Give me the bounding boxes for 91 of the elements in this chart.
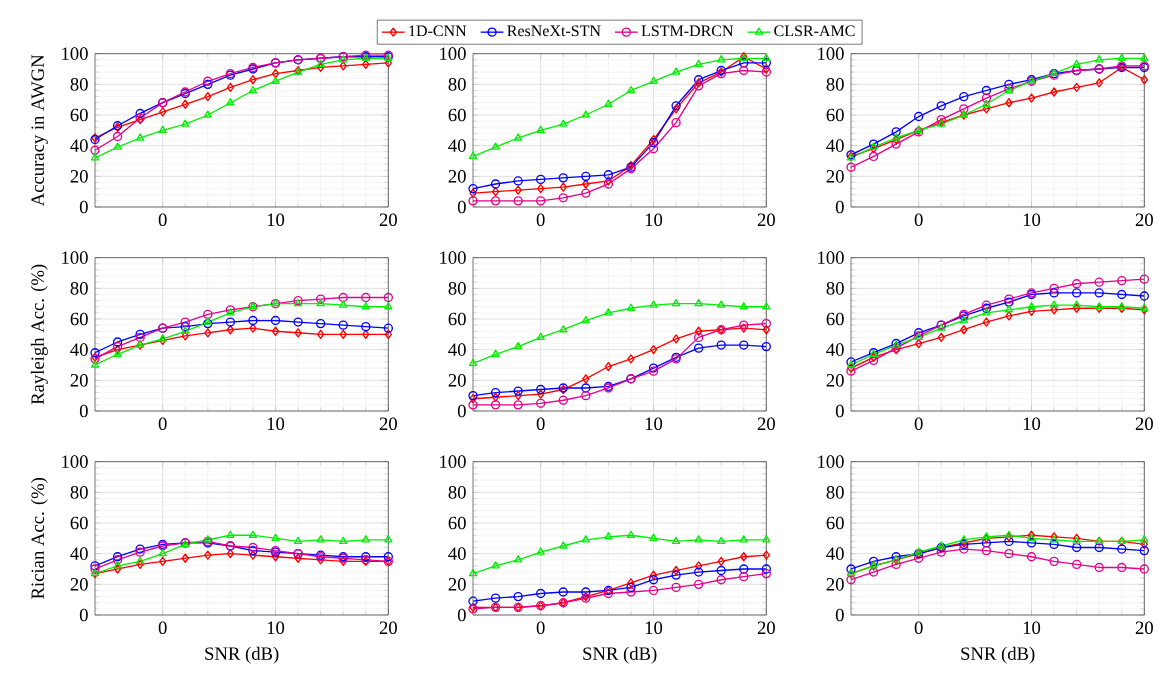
y-tick-label: 60 — [826, 312, 844, 326]
y-tick-label: 20 — [70, 374, 88, 387]
x-tick-label: 10 — [645, 213, 663, 227]
y-tick-label: 0 — [457, 608, 466, 622]
x-tick-label: 0 — [536, 213, 545, 227]
y-tick-label: 20 — [70, 170, 88, 183]
x-tick-label: 0 — [914, 621, 923, 635]
x-axis-title: SNR (dB) — [961, 646, 1035, 664]
y-tick-label: 0 — [79, 404, 88, 418]
y-tick-label: 80 — [448, 78, 466, 91]
y-tick-label: 80 — [70, 486, 88, 499]
x-tick-label: 10 — [267, 417, 285, 431]
y-tick-label: 0 — [79, 200, 88, 214]
y-tick-label: 60 — [448, 312, 466, 326]
x-tick-label: 10 — [1023, 417, 1041, 431]
y-tick-label: 80 — [826, 78, 844, 91]
y-tick-label: 20 — [448, 578, 466, 591]
x-tick-label: 20 — [1135, 417, 1153, 431]
legend-label: 1D-CNN — [409, 25, 467, 37]
y-tick-label: 60 — [826, 516, 844, 530]
y-tick-label: 20 — [826, 578, 844, 591]
y-tick-label: 100 — [818, 251, 844, 264]
y-tick-label: 0 — [457, 404, 466, 418]
y-tick-label: 40 — [826, 547, 844, 560]
x-tick-label: 0 — [536, 621, 545, 635]
x-tick-label: 20 — [757, 417, 775, 431]
y-tick-label: 80 — [70, 78, 88, 91]
x-tick-label: 20 — [1135, 621, 1153, 635]
x-tick-label: 10 — [267, 213, 285, 227]
y-tick-label: 40 — [826, 343, 844, 356]
y-tick-label: 100 — [818, 47, 844, 60]
y-tick-label: 40 — [448, 343, 466, 356]
y-tick-label: 40 — [70, 547, 88, 560]
y-tick-label: 100 — [62, 47, 88, 60]
y-tick-label: 100 — [440, 47, 466, 60]
y-tick-label: 60 — [448, 108, 466, 122]
y-tick-label: 0 — [835, 608, 844, 622]
x-tick-label: 0 — [536, 417, 545, 431]
y-tick-label: 80 — [448, 282, 466, 295]
y-tick-label: 60 — [70, 108, 88, 122]
y-tick-label: 20 — [826, 374, 844, 387]
x-tick-label: 20 — [379, 417, 397, 431]
x-tick-label: 10 — [645, 417, 663, 431]
y-tick-label: 60 — [70, 312, 88, 326]
y-tick-label: 40 — [70, 343, 88, 356]
y-tick-label: 40 — [826, 139, 844, 152]
x-tick-label: 0 — [158, 213, 167, 227]
legend-label: ResNeXt-STN — [507, 25, 601, 37]
y-tick-label: 0 — [835, 404, 844, 418]
legend-label: CLSR-AMC — [774, 25, 855, 37]
x-tick-label: 20 — [757, 213, 775, 227]
x-tick-label: 20 — [379, 213, 397, 227]
x-tick-label: 20 — [757, 621, 775, 635]
x-axis-title: SNR (dB) — [583, 646, 657, 664]
x-tick-label: 10 — [1023, 621, 1041, 635]
y-tick-label: 20 — [448, 374, 466, 387]
x-axis-title: SNR (dB) — [205, 646, 279, 664]
y-tick-label: 100 — [818, 455, 844, 468]
y-tick-label: 80 — [826, 486, 844, 499]
x-tick-label: 0 — [914, 417, 923, 431]
y-axis-title: Rician Acc. (%) — [30, 477, 48, 599]
y-tick-label: 100 — [62, 455, 88, 468]
y-tick-label: 100 — [62, 251, 88, 264]
x-tick-label: 0 — [914, 213, 923, 227]
x-tick-label: 10 — [267, 621, 285, 635]
y-tick-label: 0 — [79, 608, 88, 622]
y-tick-label: 20 — [448, 170, 466, 183]
y-tick-label: 60 — [826, 108, 844, 122]
x-tick-label: 10 — [645, 621, 663, 635]
y-axis-title: Rayleigh Acc. (%) — [30, 264, 48, 405]
y-tick-label: 80 — [448, 486, 466, 499]
y-tick-label: 40 — [70, 139, 88, 152]
y-tick-label: 60 — [448, 516, 466, 530]
x-tick-label: 10 — [1023, 213, 1041, 227]
y-tick-label: 20 — [826, 170, 844, 183]
y-tick-label: 20 — [70, 578, 88, 591]
x-tick-label: 0 — [158, 621, 167, 635]
y-tick-label: 40 — [448, 547, 466, 560]
y-tick-label: 80 — [70, 282, 88, 295]
y-tick-label: 0 — [457, 200, 466, 214]
y-tick-label: 80 — [826, 282, 844, 295]
x-tick-label: 20 — [379, 621, 397, 635]
y-axis-title: Accuracy in AWGN — [31, 54, 48, 207]
y-tick-label: 60 — [70, 516, 88, 530]
y-tick-label: 100 — [440, 251, 466, 264]
x-tick-label: 0 — [158, 417, 167, 431]
y-tick-label: 40 — [448, 139, 466, 152]
y-tick-label: 100 — [440, 455, 466, 468]
x-tick-label: 20 — [1135, 213, 1153, 227]
legend-label: LSTM-DRCN — [641, 25, 734, 37]
y-tick-label: 0 — [835, 200, 844, 214]
